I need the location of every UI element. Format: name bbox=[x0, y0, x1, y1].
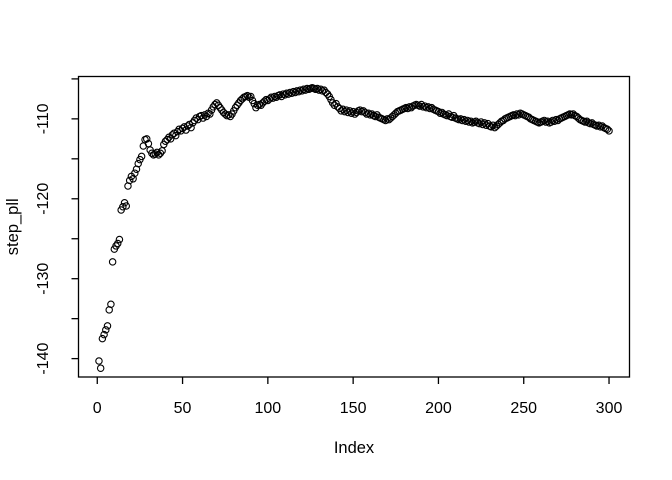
data-point bbox=[247, 92, 255, 101]
data-point bbox=[98, 334, 107, 343]
data-point bbox=[448, 113, 456, 122]
data-points bbox=[95, 83, 613, 372]
data-point bbox=[467, 117, 475, 126]
y-tick-label: -110 bbox=[35, 103, 52, 134]
data-point bbox=[148, 149, 156, 157]
data-point bbox=[134, 159, 142, 168]
data-point bbox=[276, 91, 284, 99]
data-point bbox=[200, 111, 209, 119]
data-point bbox=[243, 91, 252, 100]
x-tick-label: 50 bbox=[174, 400, 192, 417]
data-point bbox=[340, 107, 349, 116]
data-point bbox=[100, 330, 108, 339]
plot-box bbox=[77, 75, 631, 378]
y-axis: -140 -130 -120 -110 bbox=[35, 78, 79, 375]
y-tick-label: -120 bbox=[35, 183, 52, 215]
x-axis-label: Index bbox=[334, 439, 375, 457]
data-point bbox=[337, 107, 345, 115]
y-tick-label: -130 bbox=[35, 263, 52, 295]
data-point bbox=[187, 123, 195, 132]
x-tick-label: 300 bbox=[596, 400, 623, 417]
data-point bbox=[479, 120, 487, 129]
data-point bbox=[119, 203, 127, 211]
data-point bbox=[137, 152, 146, 161]
data-point bbox=[102, 326, 110, 334]
data-point bbox=[475, 119, 484, 128]
data-point bbox=[108, 258, 117, 266]
data-point bbox=[96, 364, 105, 372]
data-point bbox=[347, 109, 356, 118]
data-point bbox=[103, 322, 112, 330]
data-point bbox=[171, 131, 180, 140]
data-point bbox=[371, 112, 380, 121]
y-axis-label: step_pll bbox=[4, 198, 22, 255]
data-point bbox=[603, 125, 612, 134]
data-point bbox=[122, 202, 131, 210]
data-point bbox=[131, 169, 139, 177]
data-point bbox=[151, 150, 160, 158]
data-point bbox=[487, 123, 496, 131]
data-point bbox=[605, 127, 613, 135]
data-point bbox=[344, 108, 352, 117]
x-tick-label: 250 bbox=[510, 400, 537, 417]
data-point bbox=[250, 99, 258, 108]
data-point bbox=[115, 235, 124, 244]
data-point bbox=[301, 86, 310, 94]
data-point bbox=[95, 357, 103, 365]
x-axis: 0 50 100 150 200 250 300 bbox=[93, 377, 623, 417]
data-point bbox=[125, 176, 134, 185]
x-tick-label: 150 bbox=[340, 400, 367, 417]
y-tick-label: -140 bbox=[35, 343, 52, 375]
data-point bbox=[142, 135, 151, 143]
x-tick-label: 100 bbox=[255, 400, 282, 417]
data-point bbox=[224, 111, 233, 119]
data-point bbox=[107, 300, 115, 309]
data-point bbox=[415, 102, 424, 110]
x-tick-label: 0 bbox=[93, 400, 102, 417]
x-tick-label: 200 bbox=[425, 400, 452, 417]
data-point bbox=[206, 110, 214, 118]
data-point bbox=[113, 239, 122, 248]
